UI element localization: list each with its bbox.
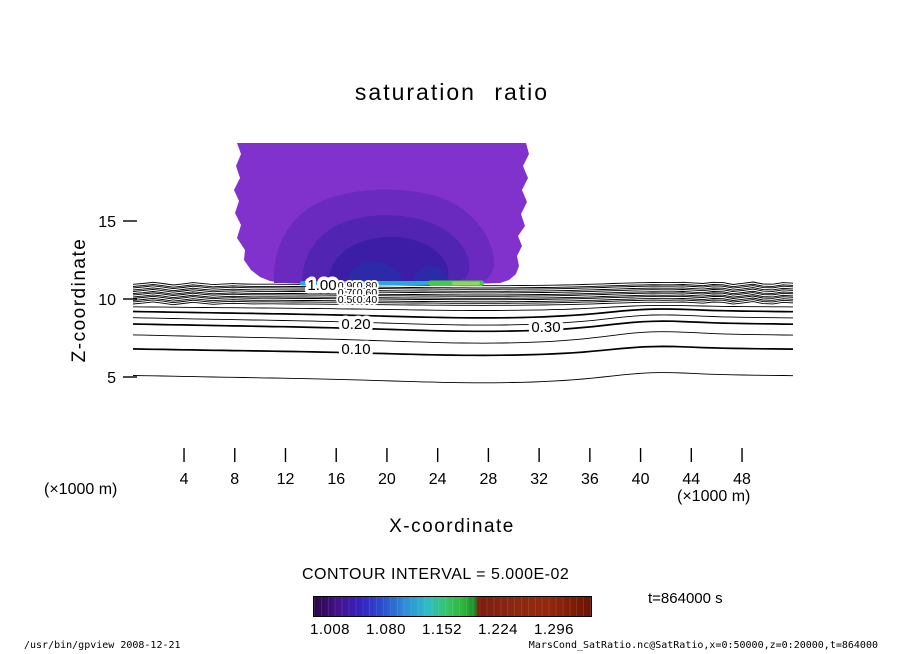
colorbar-tick-label: 1.296 [533,621,575,638]
x-axis-tick-label: 28 [479,471,497,488]
x-axis-tick-label: 8 [230,471,239,488]
x-axis-unit: (×1000 m) [677,488,751,505]
contour-line-0.65 [132,292,794,297]
contour-lines [132,281,794,384]
contour-line-0.60 [132,294,794,299]
y-axis-tick-label: 10 [98,292,116,309]
footer-command-line: /usr/bin/gpview 2008-12-21 [24,640,181,651]
plume-fill-level-5b [413,266,449,283]
colorbar-tick-label: 1.152 [421,621,463,638]
colorbar-labels: 1.008 1.080 1.152 1.224 1.296 [0,621,904,639]
contour-line-0.75 [132,288,794,294]
contour-line-0.45 [132,299,794,304]
contour-line-0.90 [132,283,794,289]
contour-line-0.35 [132,304,794,311]
y-axis-tick-label: 15 [98,214,116,231]
x-axis-tick-label: 16 [327,471,345,488]
contour-interval-label: CONTOUR INTERVAL = 5.000E-02 [302,566,570,583]
contour-line-0.10 [132,345,794,357]
x-axis-tick-label: 32 [530,471,548,488]
contour-line-0.55 [132,295,794,301]
contour-inline-labels: 1.00 0.90 0.70 0.50 0.80 0.60 0.40 0.30 … [304,274,564,362]
y-axis-tick-label: 5 [107,370,116,387]
contour-line-0.20 [132,320,794,333]
streak-lightgreen-segment [452,281,480,285]
x-axis-tick-label: 48 [733,471,751,488]
contour-label-0.60: 0.60 [357,287,378,299]
contour-line-0.05 [132,372,794,384]
contour-label-0.40: 0.40 [357,294,378,306]
filled-contour-plume [234,143,529,284]
chart-title: saturation ratio [354,79,550,105]
streak-cyan-segment [300,281,434,286]
colorbar [313,596,592,617]
x-axis-title: X-coordinate [389,516,515,537]
x-axis-tick-label: 4 [180,471,189,488]
x-axis-tick-label: 12 [277,471,295,488]
plume-fill-level-5 [347,261,403,283]
contour-line-0.40 [132,301,794,306]
contour-line-0.30 [132,308,794,319]
contour-line-0.25 [132,314,794,326]
contour-label-0.70: 0.70 [338,287,359,299]
y-axis-unit: (×1000 m) [44,481,118,498]
x-axis-tick-label: 36 [581,471,599,488]
footer-data-source: MarsCond_SatRatio.nc@SatRatio,x=0:50000,… [528,640,878,651]
x-axis-tick-label: 44 [682,471,700,488]
contour-label-0.10: 0.10 [341,341,370,358]
colorbar-tick-label: 1.008 [309,621,351,638]
contour-line-0.70 [132,290,794,296]
contour-line-0.50 [132,297,794,303]
contour-label-0.80: 0.80 [357,280,378,292]
time-label: t=864000 s [648,590,723,607]
colorbar-tick-label: 1.224 [477,621,519,638]
contour-label-0.30: 0.30 [531,319,560,336]
colorbar-tick-label: 1.080 [365,621,407,638]
x-axis-tick-label: 40 [632,471,650,488]
contour-line-0.15 [132,331,794,344]
cloud-base-streak [300,280,484,286]
x-axis-tick-label: 24 [429,471,447,488]
contour-line-0.85 [132,285,794,290]
contour-line-0.80 [132,287,794,292]
x-axis-tick-label: 20 [378,471,396,488]
contour-label-0.50: 0.50 [338,294,359,306]
contour-label-0.20: 0.20 [341,316,370,333]
contour-label-0.90: 0.90 [338,280,359,292]
contour-label-1.00: 1.00 [307,277,336,294]
